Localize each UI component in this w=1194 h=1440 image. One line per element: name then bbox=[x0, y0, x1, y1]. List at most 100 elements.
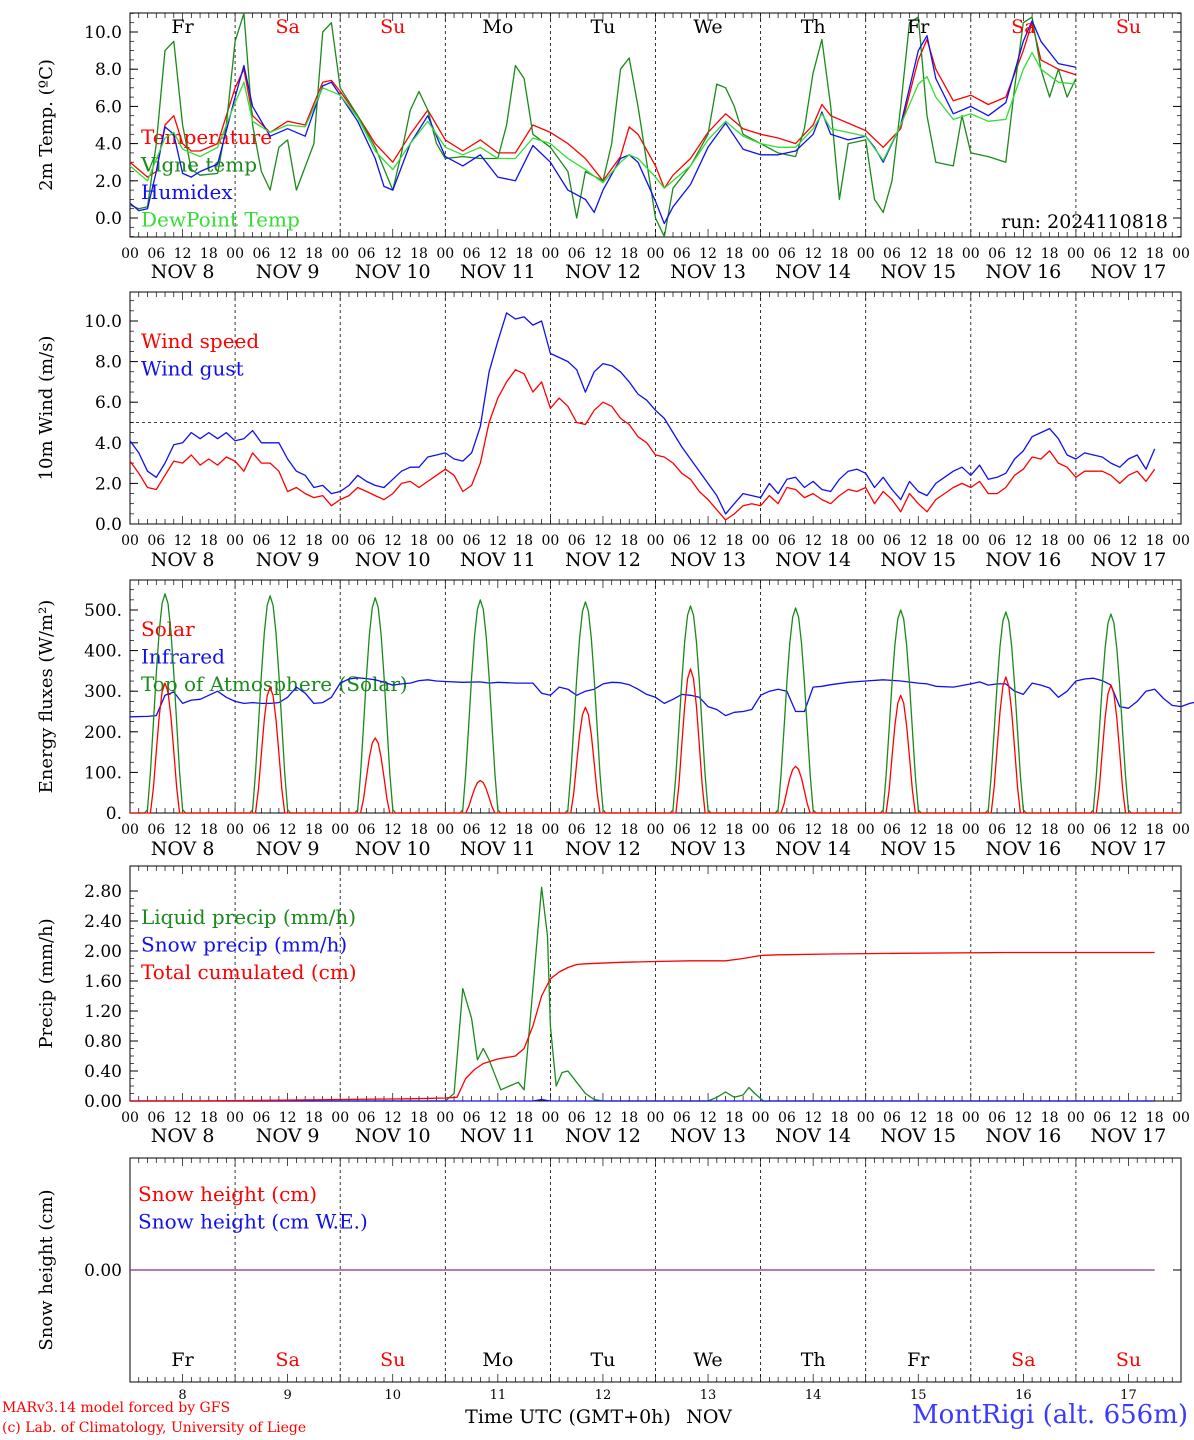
day-label: Su bbox=[1116, 16, 1141, 38]
day-label: Sa bbox=[1011, 1349, 1035, 1371]
day-label: Tu bbox=[590, 1349, 615, 1371]
x-hour-label: 18 bbox=[936, 533, 954, 549]
x-hour-label: 00 bbox=[541, 533, 559, 549]
x-date-label: NOV 8 bbox=[151, 261, 215, 283]
day-label: Fr bbox=[907, 1349, 930, 1371]
x-hour-label: 00 bbox=[1067, 246, 1085, 262]
x-hour-label: 12 bbox=[279, 533, 297, 549]
x-axis-month: NOV bbox=[686, 1406, 732, 1428]
x-hour-label: 06 bbox=[1093, 1110, 1111, 1126]
x-hour-label: 00 bbox=[752, 533, 770, 549]
y-tick-label: 0.40 bbox=[84, 1062, 122, 1082]
x-hour-label: 18 bbox=[1146, 533, 1164, 549]
x-hour-label: 00 bbox=[857, 533, 875, 549]
x-hour-label: 18 bbox=[305, 246, 323, 262]
series-wind-gust bbox=[129, 312, 1156, 515]
y-tick-label: 500. bbox=[84, 601, 122, 621]
x-hour-label: 12 bbox=[909, 822, 927, 838]
x-date-label: NOV 8 bbox=[151, 1125, 215, 1147]
y-tick-label: 2.80 bbox=[84, 882, 122, 902]
x-hour-label: 00 bbox=[857, 822, 875, 838]
x-hour-label: 18 bbox=[831, 822, 849, 838]
y-tick-label: 2.00 bbox=[84, 942, 122, 962]
y-tick-label: 8.0 bbox=[95, 60, 122, 80]
day-label: We bbox=[693, 1349, 722, 1371]
x-hour-label: 12 bbox=[594, 1110, 612, 1126]
x-hour-label: 18 bbox=[831, 246, 849, 262]
x-hour-label: 18 bbox=[725, 1110, 743, 1126]
y-axis-label: Precip (mm/h) bbox=[36, 918, 57, 1048]
x-hour-label: 06 bbox=[358, 533, 376, 549]
x-hour-label: 00 bbox=[436, 246, 454, 262]
x-date-label: NOV 9 bbox=[256, 1125, 320, 1147]
x-hour-label: 12 bbox=[279, 1110, 297, 1126]
x-hour-label: 00 bbox=[752, 822, 770, 838]
x-hour-label: 00 bbox=[647, 1110, 665, 1126]
x-hour-label: 12 bbox=[594, 533, 612, 549]
day-number: 14 bbox=[805, 1388, 822, 1403]
day-label: Fr bbox=[171, 1349, 194, 1371]
series-liquid-precip-mm-h bbox=[130, 886, 1155, 1102]
x-hour-label: 06 bbox=[673, 1110, 691, 1126]
x-date-label: NOV 15 bbox=[880, 261, 956, 283]
x-date-label: NOV 16 bbox=[985, 549, 1061, 571]
x-date-label: NOV 16 bbox=[985, 261, 1061, 283]
day-number: 13 bbox=[700, 1388, 717, 1403]
x-hour-label: 06 bbox=[147, 533, 165, 549]
x-hour-label: 12 bbox=[384, 533, 402, 549]
panel-4: 0.00 0.40 0.80 1.20 1.60 2.00 2.40 2.80 Precip (… bbox=[36, 865, 1190, 1147]
legend-entry: Liquid precip (mm/h) bbox=[141, 905, 356, 929]
x-hour-label: 12 bbox=[699, 1110, 717, 1126]
day-label: We bbox=[693, 16, 722, 38]
x-date-label: NOV 17 bbox=[1091, 549, 1167, 571]
x-hour-label: 12 bbox=[489, 246, 507, 262]
x-hour-label: 12 bbox=[909, 533, 927, 549]
x-hour-label: 06 bbox=[988, 822, 1006, 838]
x-hour-label: 12 bbox=[384, 822, 402, 838]
x-hour-label: 00 bbox=[226, 533, 244, 549]
x-hour-label: 18 bbox=[725, 822, 743, 838]
legend-entry: Snow height (cm W.E.) bbox=[138, 1210, 368, 1234]
x-hour-label: 12 bbox=[174, 1110, 192, 1126]
x-hour-label: 18 bbox=[305, 1110, 323, 1126]
x-hour-label: 00 bbox=[1067, 1110, 1085, 1126]
y-tick-label: 2.0 bbox=[95, 172, 122, 192]
x-hour-label: 00 bbox=[226, 1110, 244, 1126]
x-date-label: NOV 8 bbox=[151, 838, 215, 860]
y-tick-label: 8.0 bbox=[95, 353, 122, 373]
y-tick-label: 300. bbox=[84, 682, 122, 702]
x-hour-label: 12 bbox=[909, 246, 927, 262]
day-label: Fr bbox=[171, 16, 194, 38]
x-hour-label: 12 bbox=[279, 822, 297, 838]
x-hour-label: 00 bbox=[436, 533, 454, 549]
x-hour-label: 00 bbox=[121, 533, 139, 549]
x-hour-label: 18 bbox=[200, 822, 218, 838]
x-hour-label: 18 bbox=[200, 1110, 218, 1126]
y-axis-label: Snow height (cm) bbox=[36, 1189, 57, 1350]
x-hour-label: 18 bbox=[410, 533, 428, 549]
x-date-label: NOV 16 bbox=[985, 1125, 1061, 1147]
x-hour-label: 12 bbox=[909, 1110, 927, 1126]
x-hour-label: 18 bbox=[620, 246, 638, 262]
x-date-label: NOV 14 bbox=[775, 1125, 851, 1147]
x-date-label: NOV 13 bbox=[670, 1125, 746, 1147]
y-tick-label: 1.20 bbox=[84, 1002, 122, 1022]
x-date-label: NOV 13 bbox=[670, 549, 746, 571]
day-number: 10 bbox=[384, 1388, 401, 1403]
series-total-cumulated-cm bbox=[130, 951, 1155, 1102]
day-label: Su bbox=[380, 1349, 405, 1371]
x-date-label: NOV 13 bbox=[670, 261, 746, 283]
x-hour-label: 06 bbox=[1093, 246, 1111, 262]
run-label: run: 2024110818 bbox=[1001, 211, 1168, 233]
x-hour-label: 18 bbox=[936, 1110, 954, 1126]
x-hour-label: 06 bbox=[568, 1110, 586, 1126]
legend-entry: DewPoint Temp bbox=[141, 208, 300, 232]
x-hour-label: 18 bbox=[410, 822, 428, 838]
series-infrared bbox=[129, 677, 1194, 718]
x-date-label: NOV 11 bbox=[460, 838, 536, 860]
x-hour-label: 18 bbox=[200, 533, 218, 549]
x-hour-label: 00 bbox=[962, 533, 980, 549]
x-hour-label: 12 bbox=[804, 533, 822, 549]
x-hour-label: 06 bbox=[252, 1110, 270, 1126]
